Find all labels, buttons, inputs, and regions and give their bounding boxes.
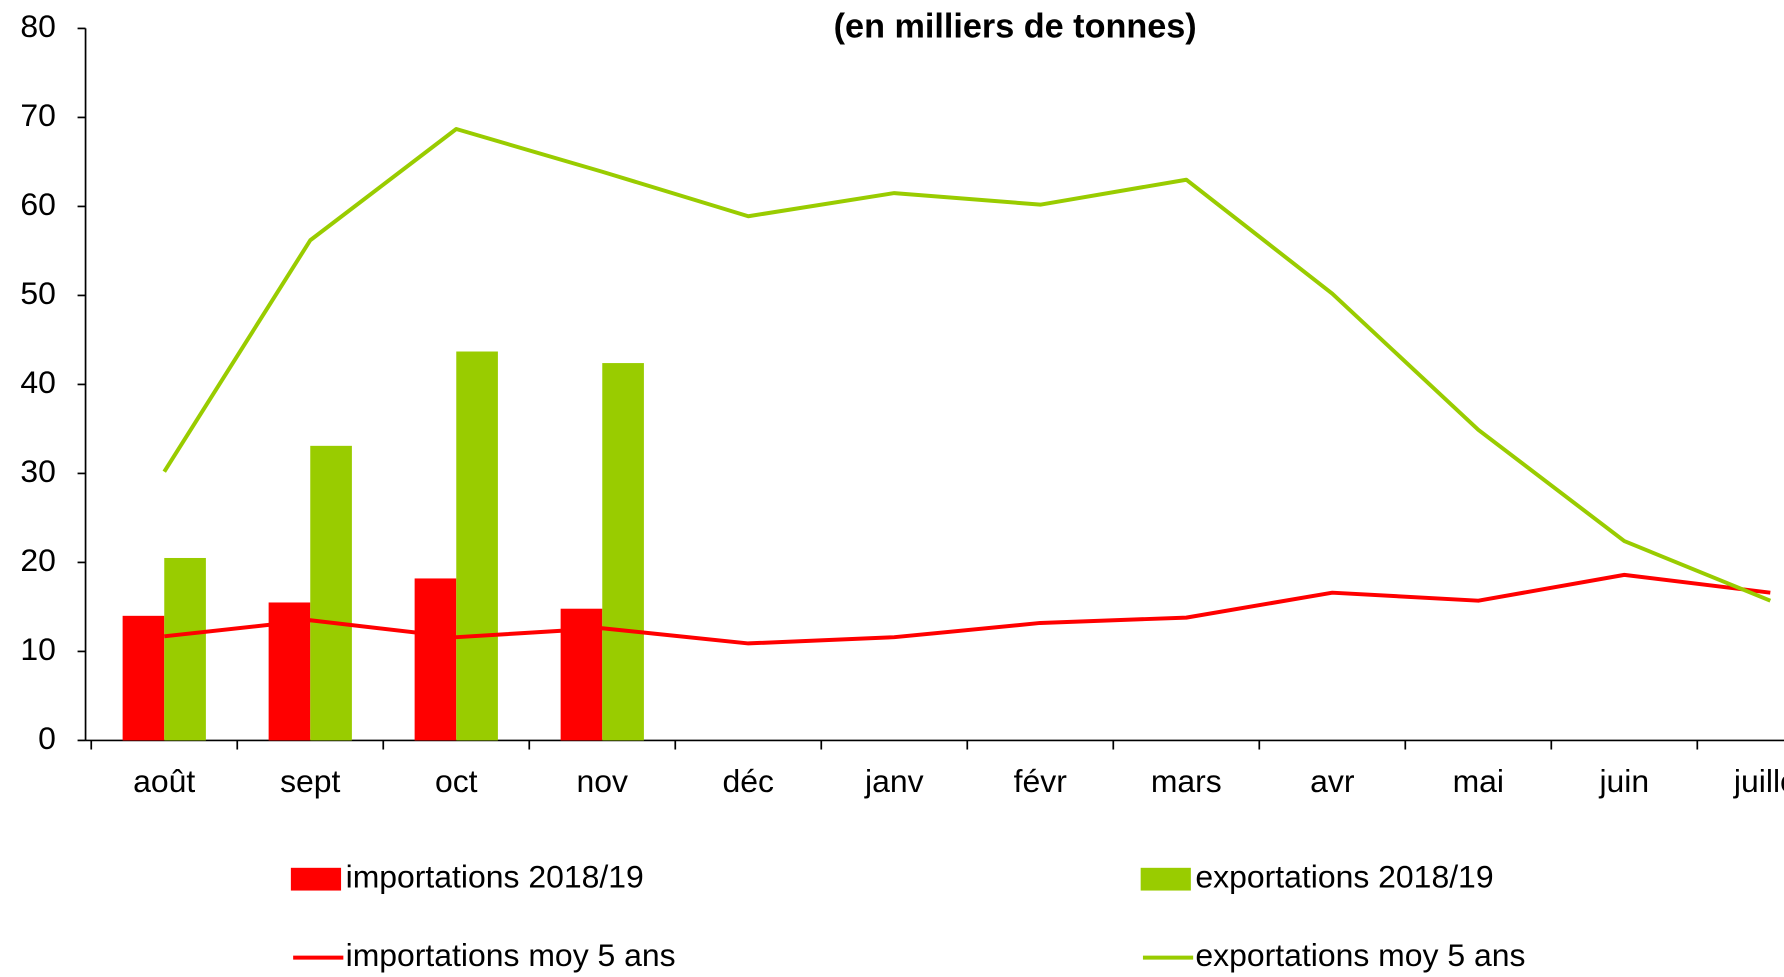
chart-subtitle: (en milliers de tonnes) [834, 7, 1197, 45]
x-tick-label: juillet [1733, 763, 1784, 799]
legend-label: importations moy 5 ans [346, 937, 676, 973]
y-tick-label: 10 [20, 631, 56, 667]
line [162, 127, 1772, 603]
y-tick-label: 50 [20, 275, 56, 311]
bar [414, 578, 457, 741]
x-tick-label: mai [1453, 763, 1504, 799]
legend-swatch [1140, 867, 1191, 891]
y-tick-label: 40 [20, 364, 56, 400]
legend-label: importations 2018/19 [346, 859, 644, 895]
legend-label: exportations moy 5 ans [1195, 937, 1525, 973]
x-tick-label: août [133, 763, 195, 799]
bar [310, 445, 352, 741]
bar [456, 351, 498, 741]
x-tick-label: déc [723, 763, 775, 799]
bar [602, 363, 644, 741]
y-tick-label: 80 [20, 8, 56, 44]
x-tick-label: sept [280, 763, 340, 799]
legend-label: exportations 2018/19 [1195, 859, 1493, 895]
x-tick-label: oct [435, 763, 478, 799]
line [164, 572, 1771, 646]
bar [122, 615, 165, 741]
legend-swatch [290, 867, 342, 891]
x-tick-label: mars [1151, 763, 1222, 799]
y-tick-label: 20 [20, 542, 56, 578]
x-tick-label: nov [577, 763, 629, 799]
x-tick-label: avr [1310, 763, 1355, 799]
x-tick-label: janv [864, 763, 924, 799]
x-tick-label: févr [1014, 763, 1068, 799]
x-tick-label: juin [1598, 763, 1649, 799]
y-tick-label: 30 [20, 453, 56, 489]
y-tick-label: 60 [20, 186, 56, 222]
y-tick-label: 70 [20, 97, 56, 133]
bar [164, 557, 206, 741]
y-tick-label: 0 [38, 720, 56, 756]
